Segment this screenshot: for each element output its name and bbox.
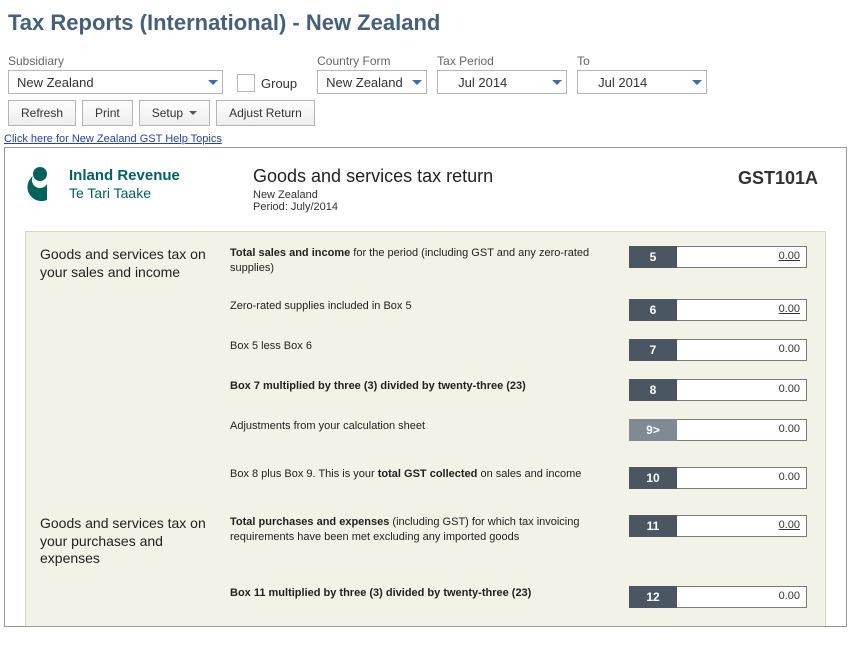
country-form-value: New Zealand bbox=[326, 75, 403, 90]
caret-down-icon bbox=[189, 111, 197, 115]
section-title: Goods and services tax on your sales and… bbox=[40, 246, 230, 281]
to-dropdown[interactable]: Jul 2014 bbox=[577, 70, 707, 94]
line-row: Goods and services tax on your purchases… bbox=[40, 515, 807, 568]
box-number: 6 bbox=[629, 299, 677, 321]
chevron-down-icon bbox=[552, 80, 562, 85]
group-checkbox[interactable] bbox=[237, 74, 255, 92]
country-form-dropdown[interactable]: New Zealand bbox=[317, 70, 427, 94]
box-value[interactable]: 0.00 bbox=[677, 515, 807, 537]
to-label: To bbox=[577, 54, 707, 68]
chevron-down-icon bbox=[692, 80, 702, 85]
line-desc: Box 7 multiplied by three (3) divided by… bbox=[230, 379, 629, 394]
brand-line1: Inland Revenue bbox=[69, 167, 180, 184]
box-value[interactable]: 0.00 bbox=[677, 339, 807, 361]
box-number: 10 bbox=[629, 467, 677, 489]
filter-bar: Subsidiary New Zealand Group Country For… bbox=[8, 54, 847, 94]
brand-line2: Te Tari Taake bbox=[69, 185, 180, 201]
form-code: GST101A bbox=[738, 168, 818, 189]
box-value[interactable]: 0.00 bbox=[677, 379, 807, 401]
subsidiary-label: Subsidiary bbox=[8, 54, 223, 68]
box-number: 11 bbox=[629, 515, 677, 537]
line-row: Box 5 less Box 6 7 0.00 bbox=[40, 339, 807, 361]
adjust-return-button[interactable]: Adjust Return bbox=[216, 100, 315, 126]
line-row: Zero-rated supplies included in Box 5 6 … bbox=[40, 299, 807, 321]
line-row: Box 7 multiplied by three (3) divided by… bbox=[40, 379, 807, 401]
gst-form: Inland Revenue Te Tari Taake Goods and s… bbox=[4, 147, 847, 627]
box-number: 5 bbox=[629, 246, 677, 268]
to-value: Jul 2014 bbox=[586, 75, 647, 90]
tax-period-dropdown[interactable]: Jul 2014 bbox=[437, 70, 567, 94]
country-form-filter: Country Form New Zealand bbox=[317, 54, 427, 94]
setup-button[interactable]: Setup bbox=[139, 100, 210, 126]
line-desc: Zero-rated supplies included in Box 5 bbox=[230, 299, 629, 314]
print-button[interactable]: Print bbox=[82, 100, 133, 126]
box-number: 8 bbox=[629, 379, 677, 401]
tax-period-value: Jul 2014 bbox=[446, 75, 507, 90]
inland-revenue-icon bbox=[25, 166, 61, 202]
chevron-down-icon bbox=[412, 80, 422, 85]
box-value[interactable]: 0.00 bbox=[677, 246, 807, 268]
tax-period-label: Tax Period bbox=[437, 54, 567, 68]
brand-logo: Inland Revenue Te Tari Taake bbox=[25, 166, 235, 202]
refresh-button[interactable]: Refresh bbox=[8, 100, 76, 126]
chevron-down-icon bbox=[208, 80, 218, 85]
section-title: Goods and services tax on your purchases… bbox=[40, 515, 230, 568]
toolbar: Refresh Print Setup Adjust Return bbox=[8, 100, 847, 126]
help-link[interactable]: Click here for New Zealand GST Help Topi… bbox=[4, 133, 222, 145]
line-row: Box 8 plus Box 9. This is your total GST… bbox=[40, 467, 807, 489]
group-label: Group bbox=[261, 76, 297, 91]
box-value[interactable]: 0.00 bbox=[677, 586, 807, 608]
line-desc: Box 5 less Box 6 bbox=[230, 339, 629, 354]
form-title: Goods and services tax return bbox=[253, 166, 720, 187]
box-number: 9> bbox=[629, 419, 677, 441]
box-value[interactable]: 0.00 bbox=[677, 419, 807, 441]
group-filter: Group bbox=[237, 74, 297, 92]
line-row: Goods and services tax on your sales and… bbox=[40, 246, 807, 281]
form-sub2: Period: July/2014 bbox=[253, 201, 720, 213]
line-desc: Box 11 multiplied by three (3) divided b… bbox=[230, 586, 629, 601]
box-number: 12 bbox=[629, 586, 677, 608]
line-desc: Total sales and income for the period (i… bbox=[230, 246, 629, 277]
box-value[interactable]: 0.00 bbox=[677, 467, 807, 489]
form-body: Goods and services tax on your sales and… bbox=[25, 231, 826, 626]
line-row: Box 11 multiplied by three (3) divided b… bbox=[40, 586, 807, 608]
subsidiary-filter: Subsidiary New Zealand bbox=[8, 54, 223, 94]
line-row: Adjustments from your calculation sheet … bbox=[40, 419, 807, 441]
tax-period-filter: Tax Period Jul 2014 bbox=[437, 54, 567, 94]
form-header: Inland Revenue Te Tari Taake Goods and s… bbox=[25, 166, 826, 213]
to-filter: To Jul 2014 bbox=[577, 54, 707, 94]
country-form-label: Country Form bbox=[317, 54, 427, 68]
subsidiary-value: New Zealand bbox=[17, 75, 94, 90]
page-title: Tax Reports (International) - New Zealan… bbox=[8, 10, 847, 36]
setup-button-label: Setup bbox=[152, 106, 183, 120]
box-value[interactable]: 0.00 bbox=[677, 299, 807, 321]
line-desc: Box 8 plus Box 9. This is your total GST… bbox=[230, 467, 629, 482]
line-desc: Adjustments from your calculation sheet bbox=[230, 419, 629, 434]
line-desc: Total purchases and expenses (including … bbox=[230, 515, 629, 546]
form-sub1: New Zealand bbox=[253, 189, 720, 201]
subsidiary-dropdown[interactable]: New Zealand bbox=[8, 70, 223, 94]
box-number: 7 bbox=[629, 339, 677, 361]
